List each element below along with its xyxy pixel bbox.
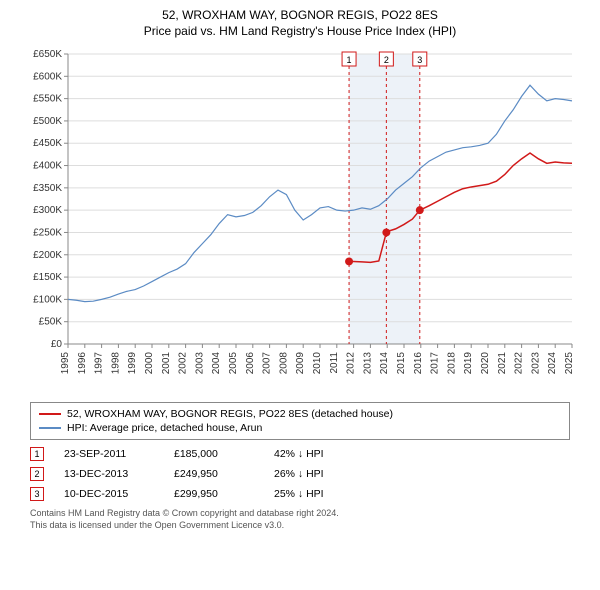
x-tick-label: 2014 [379, 352, 390, 375]
y-tick-label: £50K [39, 317, 63, 328]
y-tick-label: £650K [33, 49, 62, 60]
event-price: £299,950 [174, 488, 254, 500]
legend-swatch [39, 427, 61, 429]
y-tick-label: £400K [33, 161, 62, 172]
legend-swatch [39, 413, 61, 415]
series-marker [416, 206, 424, 214]
x-tick-label: 2020 [480, 352, 491, 375]
x-tick-label: 1997 [94, 352, 105, 375]
y-tick-label: £0 [51, 339, 63, 350]
event-date: 13-DEC-2013 [64, 468, 154, 480]
x-tick-label: 2025 [564, 352, 575, 375]
y-tick-label: £200K [33, 250, 62, 261]
event-price: £185,000 [174, 448, 254, 460]
footer: Contains HM Land Registry data © Crown c… [30, 508, 570, 531]
y-tick-label: £450K [33, 138, 62, 149]
footer-line1: Contains HM Land Registry data © Crown c… [30, 508, 570, 520]
x-tick-label: 2019 [463, 352, 474, 375]
events-table: 1 23-SEP-2011 £185,000 42% ↓ HPI 2 13-DEC-201… [30, 444, 570, 504]
x-tick-label: 2003 [194, 352, 205, 375]
x-tick-label: 1996 [77, 352, 88, 375]
y-tick-label: £500K [33, 116, 62, 127]
x-tick-label: 2005 [228, 352, 239, 375]
y-tick-label: £300K [33, 205, 62, 216]
event-flag-label: 3 [417, 55, 422, 65]
x-tick-label: 2000 [144, 352, 155, 375]
event-badge: 3 [30, 487, 44, 501]
x-tick-label: 2023 [530, 352, 541, 375]
event-badge: 2 [30, 467, 44, 481]
plot-band [349, 54, 420, 344]
x-tick-label: 2018 [446, 352, 457, 375]
y-tick-label: £250K [33, 227, 62, 238]
x-tick-label: 2001 [161, 352, 172, 375]
series-hpi [68, 85, 572, 301]
x-tick-label: 2024 [547, 352, 558, 375]
x-tick-label: 2015 [396, 352, 407, 375]
event-delta: 26% ↓ HPI [274, 468, 324, 480]
x-tick-label: 2021 [497, 352, 508, 375]
legend-row: 52, WROXHAM WAY, BOGNOR REGIS, PO22 8ES … [39, 407, 561, 421]
title-main: 52, WROXHAM WAY, BOGNOR REGIS, PO22 8ES [0, 8, 600, 22]
footer-line2: This data is licensed under the Open Gov… [30, 520, 570, 532]
x-tick-label: 2010 [312, 352, 323, 375]
series-marker [345, 257, 353, 265]
series-marker [382, 228, 390, 236]
y-tick-label: £150K [33, 272, 62, 283]
legend-row: HPI: Average price, detached house, Arun [39, 421, 561, 435]
x-tick-label: 1999 [127, 352, 138, 375]
chart-container: 1995 1996 1997 1998 1999 2000 2001 2002 2003 2004… [20, 46, 580, 396]
event-delta: 25% ↓ HPI [274, 488, 324, 500]
legend: 52, WROXHAM WAY, BOGNOR REGIS, PO22 8ES … [30, 402, 570, 440]
event-delta: 42% ↓ HPI [274, 448, 324, 460]
x-tick-label: 2011 [329, 352, 340, 374]
event-row: 3 10-DEC-2015 £299,950 25% ↓ HPI [30, 484, 570, 504]
x-tick-label: 1998 [110, 352, 121, 375]
event-date: 10-DEC-2015 [64, 488, 154, 500]
x-tick-label: 2017 [430, 352, 441, 375]
x-tick-label: 2013 [362, 352, 373, 375]
event-flag-label: 2 [384, 55, 389, 65]
y-tick-label: £350K [33, 183, 62, 194]
x-tick-label: 1995 [60, 352, 71, 375]
chart-svg: 1995 1996 1997 1998 1999 2000 2001 2002 2003 2004… [20, 46, 580, 396]
x-tick-label: 2008 [278, 352, 289, 375]
x-tick-label: 2007 [262, 352, 273, 375]
x-tick-label: 2002 [178, 352, 189, 375]
event-date: 23-SEP-2011 [64, 448, 154, 460]
event-flag-label: 1 [347, 55, 352, 65]
legend-label: HPI: Average price, detached house, Arun [67, 422, 262, 434]
x-tick-label: 2016 [413, 352, 424, 375]
title-sub: Price paid vs. HM Land Registry's House … [0, 24, 600, 38]
chart-titles: 52, WROXHAM WAY, BOGNOR REGIS, PO22 8ES … [0, 0, 600, 42]
event-badge: 1 [30, 447, 44, 461]
x-tick-label: 2006 [245, 352, 256, 375]
y-tick-label: £550K [33, 94, 62, 105]
x-tick-label: 2004 [211, 352, 222, 375]
y-tick-label: £100K [33, 294, 62, 305]
x-tick-label: 2009 [295, 352, 306, 375]
event-price: £249,950 [174, 468, 254, 480]
y-tick-label: £600K [33, 71, 62, 82]
legend-label: 52, WROXHAM WAY, BOGNOR REGIS, PO22 8ES … [67, 408, 393, 420]
x-tick-label: 2012 [346, 352, 357, 375]
x-tick-label: 2022 [514, 352, 525, 375]
event-row: 1 23-SEP-2011 £185,000 42% ↓ HPI [30, 444, 570, 464]
event-row: 2 13-DEC-2013 £249,950 26% ↓ HPI [30, 464, 570, 484]
